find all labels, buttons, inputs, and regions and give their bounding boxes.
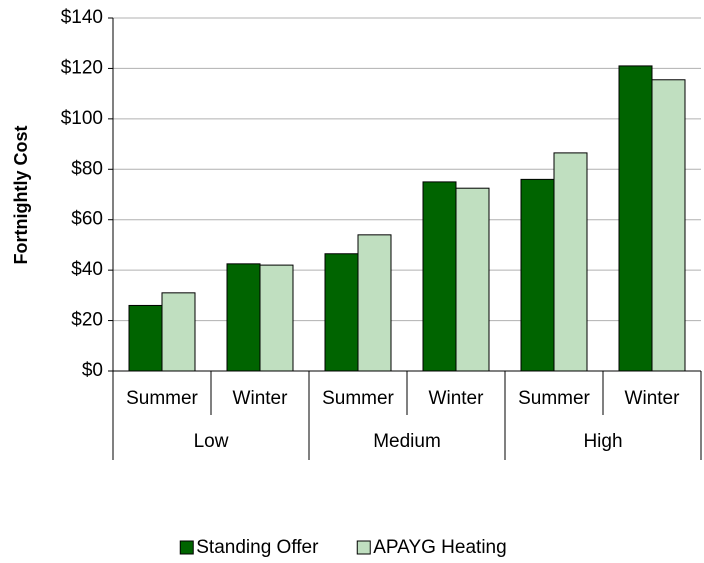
bar [259, 264, 294, 372]
y-tick-label: $80 [71, 158, 103, 179]
bar [618, 65, 653, 372]
y-tick-label: $0 [82, 360, 103, 381]
y-tick-label: $140 [61, 7, 103, 28]
bar [651, 79, 686, 372]
group-label: High [583, 431, 622, 452]
x-tick-label: Summer [518, 388, 590, 409]
bar [226, 263, 261, 372]
y-tick-label: $60 [71, 209, 103, 230]
group-label: Low [194, 431, 229, 452]
x-tick-label: Summer [126, 388, 198, 409]
bar [128, 304, 163, 372]
y-tick-label: $20 [71, 310, 103, 331]
y-tick-label: $120 [61, 57, 103, 78]
bar [455, 187, 490, 372]
legend-swatch [179, 540, 194, 555]
bar [161, 292, 196, 372]
group-label: Medium [373, 431, 441, 452]
legend-label: APAYG Heating [373, 537, 506, 558]
bar [422, 181, 457, 372]
x-tick-label: Summer [322, 388, 394, 409]
y-axis-label: Fortnightly Cost [11, 126, 31, 265]
legend-swatch [356, 540, 371, 555]
x-tick-label: Winter [233, 388, 289, 409]
x-tick-label: Winter [625, 388, 681, 409]
legend-label: Standing Offer [196, 537, 319, 558]
bar [324, 253, 359, 372]
y-tick-label: $100 [61, 108, 103, 129]
x-tick-label: Winter [429, 388, 485, 409]
bar [520, 178, 555, 372]
y-tick-label: $40 [71, 259, 103, 280]
bar [553, 152, 588, 372]
bar [357, 234, 392, 372]
